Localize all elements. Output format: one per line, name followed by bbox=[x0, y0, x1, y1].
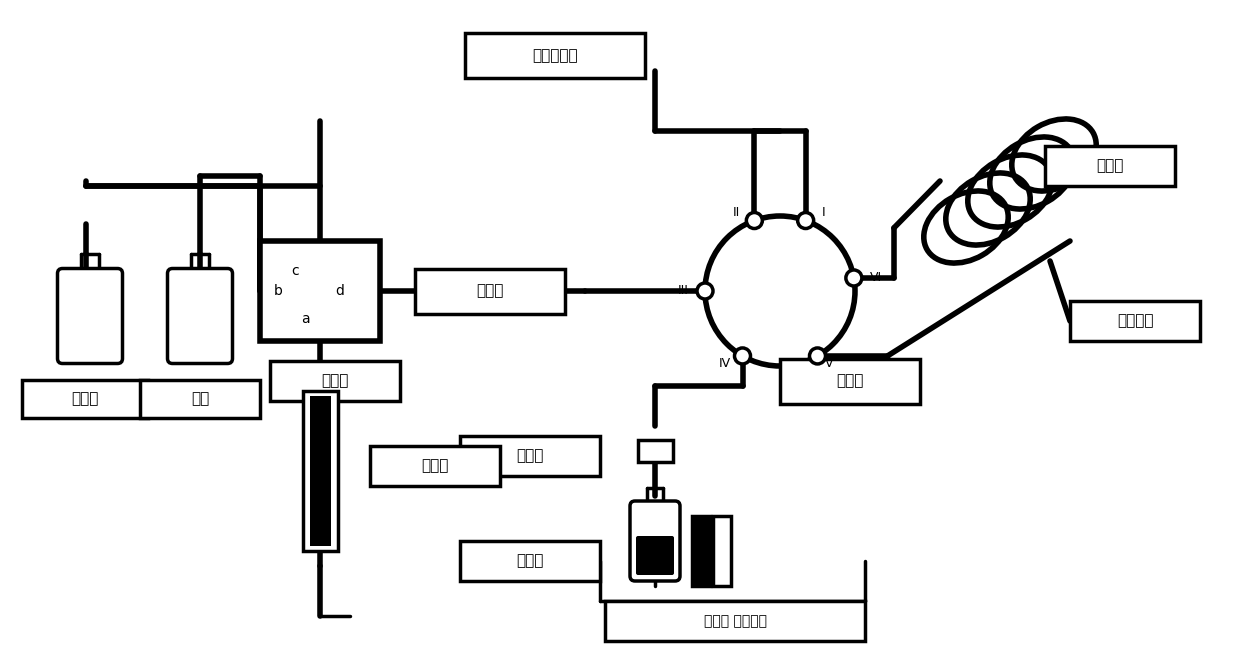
FancyBboxPatch shape bbox=[636, 536, 675, 575]
Text: 废液: 废液 bbox=[191, 391, 210, 407]
Text: V: V bbox=[826, 358, 833, 370]
Text: 缓冲管: 缓冲管 bbox=[476, 284, 503, 299]
Circle shape bbox=[746, 213, 763, 229]
Text: I: I bbox=[822, 206, 826, 219]
FancyBboxPatch shape bbox=[780, 358, 920, 403]
Circle shape bbox=[797, 213, 813, 229]
Text: 六通阀: 六通阀 bbox=[836, 374, 864, 389]
FancyBboxPatch shape bbox=[415, 268, 565, 313]
Text: 注射器: 注射器 bbox=[422, 458, 449, 474]
FancyBboxPatch shape bbox=[465, 34, 645, 79]
Text: 四通阀: 四通阀 bbox=[321, 374, 348, 389]
FancyBboxPatch shape bbox=[140, 380, 260, 418]
Text: d: d bbox=[336, 284, 345, 298]
Text: 废液槽 洗针液槽: 废液槽 洗针液槽 bbox=[703, 614, 766, 628]
Text: II: II bbox=[733, 206, 740, 219]
FancyBboxPatch shape bbox=[692, 516, 711, 586]
Text: 清洗液: 清洗液 bbox=[72, 391, 99, 407]
Text: c: c bbox=[291, 264, 299, 278]
FancyBboxPatch shape bbox=[1045, 146, 1176, 186]
Text: VI: VI bbox=[869, 272, 882, 285]
FancyBboxPatch shape bbox=[1070, 301, 1200, 341]
Text: b: b bbox=[274, 284, 283, 298]
FancyBboxPatch shape bbox=[637, 440, 672, 462]
Text: a: a bbox=[300, 312, 309, 326]
Text: 进样针: 进样针 bbox=[516, 448, 543, 464]
Circle shape bbox=[697, 283, 713, 299]
Text: 样品瓶: 样品瓶 bbox=[516, 554, 543, 568]
Text: 定量环: 定量环 bbox=[1096, 158, 1123, 174]
FancyBboxPatch shape bbox=[460, 541, 600, 581]
FancyBboxPatch shape bbox=[260, 241, 379, 341]
FancyBboxPatch shape bbox=[270, 361, 401, 401]
FancyBboxPatch shape bbox=[310, 396, 331, 546]
FancyBboxPatch shape bbox=[370, 446, 500, 486]
Circle shape bbox=[734, 348, 750, 364]
Text: 高压泵注入: 高压泵注入 bbox=[532, 48, 578, 64]
Text: IV: IV bbox=[718, 358, 730, 370]
FancyBboxPatch shape bbox=[630, 501, 680, 581]
FancyBboxPatch shape bbox=[460, 436, 600, 476]
Circle shape bbox=[846, 270, 862, 286]
FancyBboxPatch shape bbox=[303, 391, 337, 551]
Text: 接色谱柱: 接色谱柱 bbox=[1117, 313, 1153, 329]
Text: III: III bbox=[677, 285, 688, 297]
FancyBboxPatch shape bbox=[22, 380, 148, 418]
FancyBboxPatch shape bbox=[605, 601, 866, 641]
Circle shape bbox=[810, 348, 826, 364]
FancyBboxPatch shape bbox=[167, 268, 233, 364]
FancyBboxPatch shape bbox=[713, 516, 732, 586]
FancyBboxPatch shape bbox=[57, 268, 123, 364]
